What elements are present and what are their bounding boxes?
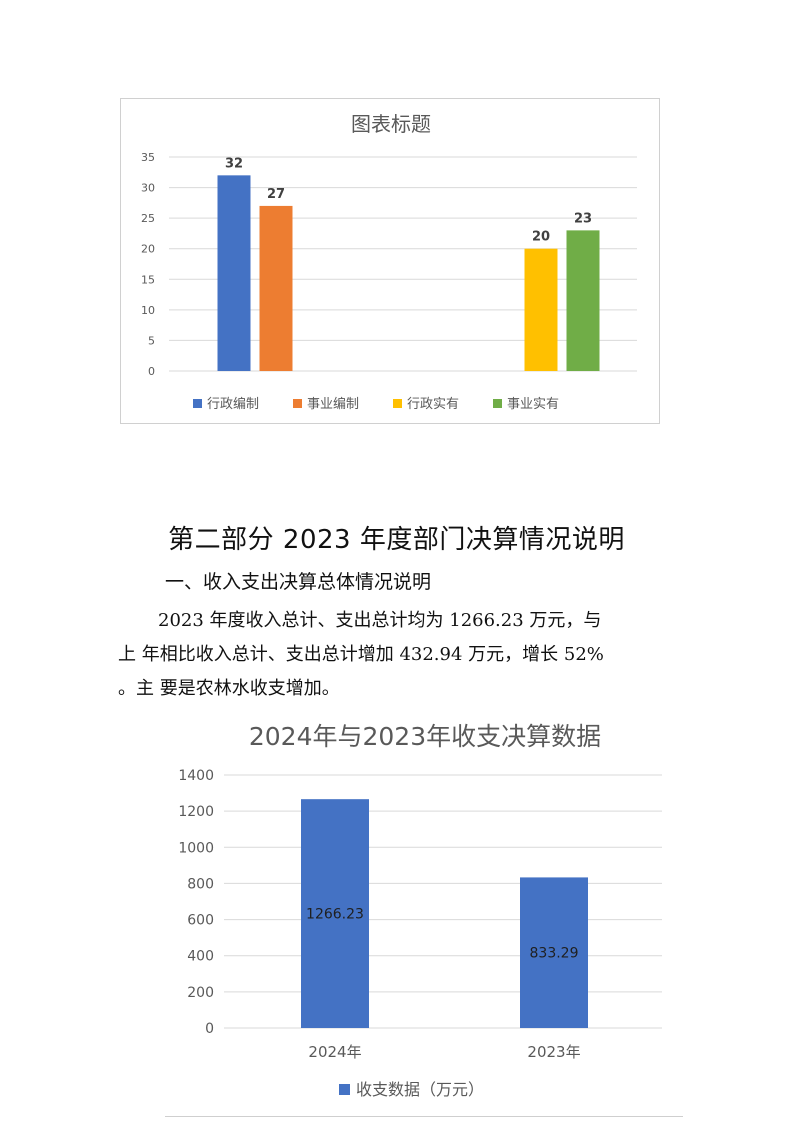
legend-swatch — [393, 399, 402, 408]
chart-title: 图表标题 — [351, 112, 431, 136]
legend-swatch — [339, 1084, 350, 1095]
legend-label: 行政实有 — [407, 397, 459, 412]
data-label: 23 — [574, 211, 592, 226]
y-tick-label: 200 — [187, 985, 214, 1001]
divider — [165, 1116, 683, 1117]
x-tick-label: 2024年 — [308, 1043, 361, 1061]
y-tick-label: 15 — [141, 273, 155, 286]
bar — [566, 230, 600, 371]
y-tick-label: 10 — [141, 304, 155, 317]
y-tick-label: 20 — [141, 243, 155, 256]
legend-label: 事业实有 — [507, 397, 559, 412]
staffing-chart: 图表标题 35 30 25 20 15 10 5 0 32 27 20 23 行政编制 事业编制 行政实有 事业… — [120, 98, 660, 424]
paragraph-line-1: 2023 年度收入总计、支出总计均为 1266.23 万元，与 — [158, 610, 602, 631]
y-tick-label: 600 — [187, 913, 214, 929]
y-tick-label: 5 — [148, 334, 155, 347]
y-tick-label: 400 — [187, 949, 214, 965]
legend-label: 收支数据（万元） — [356, 1080, 484, 1099]
chart-title: 2024年与2023年收支决算数据 — [249, 722, 601, 751]
staffing-chart-svg: 图表标题 35 30 25 20 15 10 5 0 32 27 20 23 行政编制 事业编制 行政实有 事业… — [141, 112, 637, 412]
legend-swatch — [493, 399, 502, 408]
budget-chart: 2024年与2023年收支决算数据 1400 1200 1000 800 600 400 20… — [160, 712, 680, 1112]
data-label: 27 — [267, 187, 285, 202]
bar — [259, 205, 293, 371]
summary-paragraph: 2023 年度收入总计、支出总计均为 1266.23 万元，与 上 年相比收入总… — [118, 604, 668, 706]
bar — [524, 248, 558, 371]
subsection-title: 一、收入支出决算总体情况说明 — [165, 571, 432, 593]
data-label: 833.29 — [530, 946, 579, 962]
legend-label: 行政编制 — [207, 397, 259, 412]
x-tick-label: 2023年 — [527, 1043, 580, 1061]
data-label: 32 — [225, 156, 243, 171]
y-tick-label: 800 — [187, 876, 214, 892]
legend-swatch — [193, 399, 202, 408]
data-label: 20 — [532, 230, 550, 245]
legend-label: 事业编制 — [307, 397, 359, 412]
bar — [217, 175, 251, 371]
y-tick-label: 1000 — [178, 840, 214, 856]
y-tick-label: 30 — [141, 182, 155, 195]
legend-swatch — [293, 399, 302, 408]
data-label: 1266.23 — [306, 907, 364, 923]
paragraph-line-3: 。主 要是农林水收支增加。 — [118, 678, 340, 699]
y-tick-label: 0 — [148, 365, 155, 378]
y-tick-label: 25 — [141, 212, 155, 225]
paragraph-line-2: 上 年相比收入总计、支出总计增加 432.94 万元，增长 52% — [118, 644, 604, 665]
section-title: 第二部分 2023 年度部门决算情况说明 — [168, 525, 625, 555]
y-tick-label: 0 — [205, 1021, 214, 1037]
y-tick-label: 1400 — [178, 768, 214, 784]
bar — [301, 799, 369, 1028]
y-tick-label: 1200 — [178, 804, 214, 820]
budget-chart-svg: 2024年与2023年收支决算数据 1400 1200 1000 800 600 400 20… — [178, 722, 662, 1099]
y-tick-label: 35 — [141, 151, 155, 164]
bar — [520, 877, 588, 1028]
